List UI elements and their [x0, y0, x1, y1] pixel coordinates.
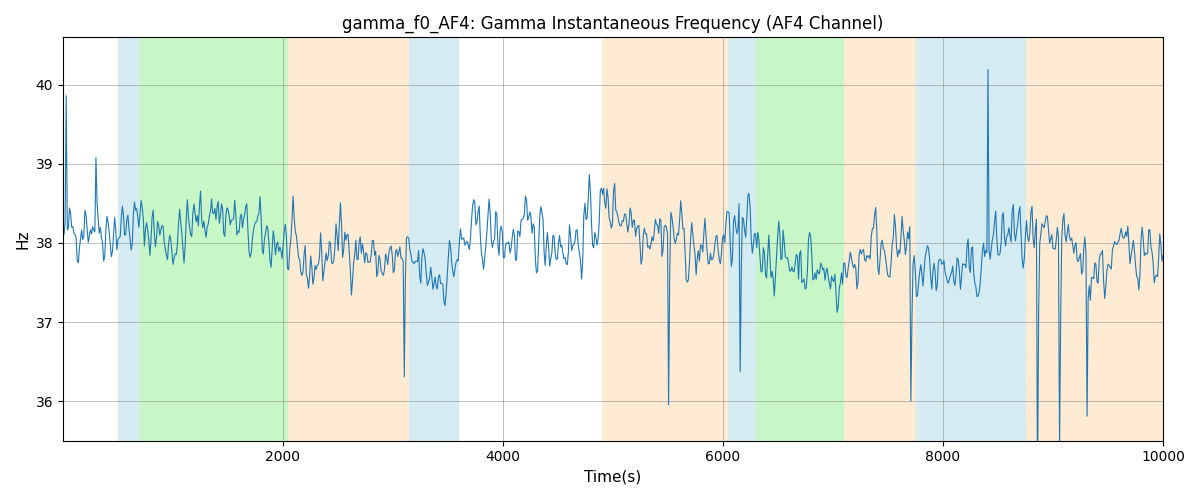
Bar [288, 38, 409, 440]
Bar [140, 38, 288, 440]
Y-axis label: Hz: Hz [16, 230, 30, 249]
Bar [118, 38, 140, 440]
Bar [916, 38, 1026, 440]
X-axis label: Time(s): Time(s) [584, 470, 642, 485]
Bar [844, 38, 916, 440]
Bar [602, 38, 728, 440]
Bar [756, 38, 844, 440]
Bar [728, 38, 756, 440]
Bar [409, 38, 458, 440]
Bar [1026, 38, 1163, 440]
Title: gamma_f0_AF4: Gamma Instantaneous Frequency (AF4 Channel): gamma_f0_AF4: Gamma Instantaneous Freque… [342, 15, 883, 34]
